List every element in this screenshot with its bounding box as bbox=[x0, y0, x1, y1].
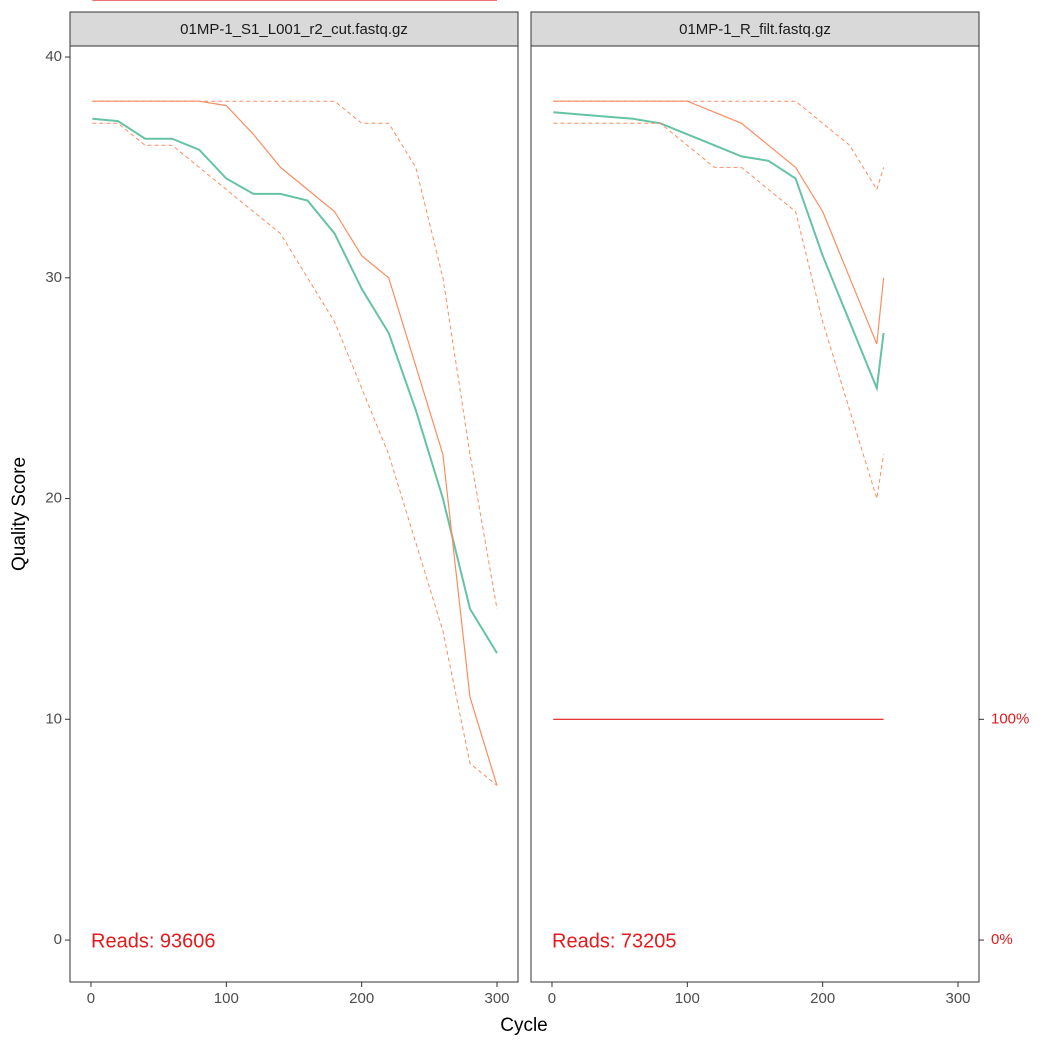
series-line bbox=[553, 122, 885, 499]
series-line bbox=[92, 100, 498, 609]
y-tick-label: 20 bbox=[45, 490, 62, 507]
facet-title: 01MP-1_S1_L001_r2_cut.fastq.gz bbox=[180, 21, 408, 38]
facet-title: 01MP-1_R_filt.fastq.gz bbox=[679, 21, 831, 38]
strip bbox=[69, 11, 519, 47]
panel bbox=[530, 45, 980, 983]
x-tick-label: 100 bbox=[214, 990, 239, 1007]
y2-tick-label: 100% bbox=[991, 710, 1029, 727]
y-tick-label: 0 bbox=[54, 931, 62, 948]
y-tick-label: 10 bbox=[45, 710, 62, 727]
x-tick-label: 200 bbox=[349, 990, 374, 1007]
x-tick-label: 0 bbox=[87, 990, 95, 1007]
x-tick-label: 100 bbox=[675, 990, 700, 1007]
x-axis-label: Cycle bbox=[500, 1015, 548, 1036]
series-line bbox=[92, 122, 498, 786]
series-line bbox=[553, 100, 885, 191]
reads-annotation: Reads: 73205 bbox=[552, 930, 677, 952]
strip bbox=[530, 11, 980, 47]
x-tick-label: 300 bbox=[946, 990, 971, 1007]
x-tick-label: 200 bbox=[810, 990, 835, 1007]
series-line bbox=[92, 117, 498, 654]
y2-tick-label: 0% bbox=[991, 931, 1013, 948]
series-line bbox=[553, 111, 885, 393]
x-tick-label: 300 bbox=[485, 990, 510, 1007]
panel bbox=[69, 45, 519, 983]
x-tick-label: 0 bbox=[548, 990, 556, 1007]
reads-annotation: Reads: 93606 bbox=[91, 930, 216, 952]
y-tick-label: 30 bbox=[45, 269, 62, 286]
y-tick-label: 40 bbox=[45, 48, 62, 65]
y-axis-label: Quality Score bbox=[9, 457, 30, 571]
